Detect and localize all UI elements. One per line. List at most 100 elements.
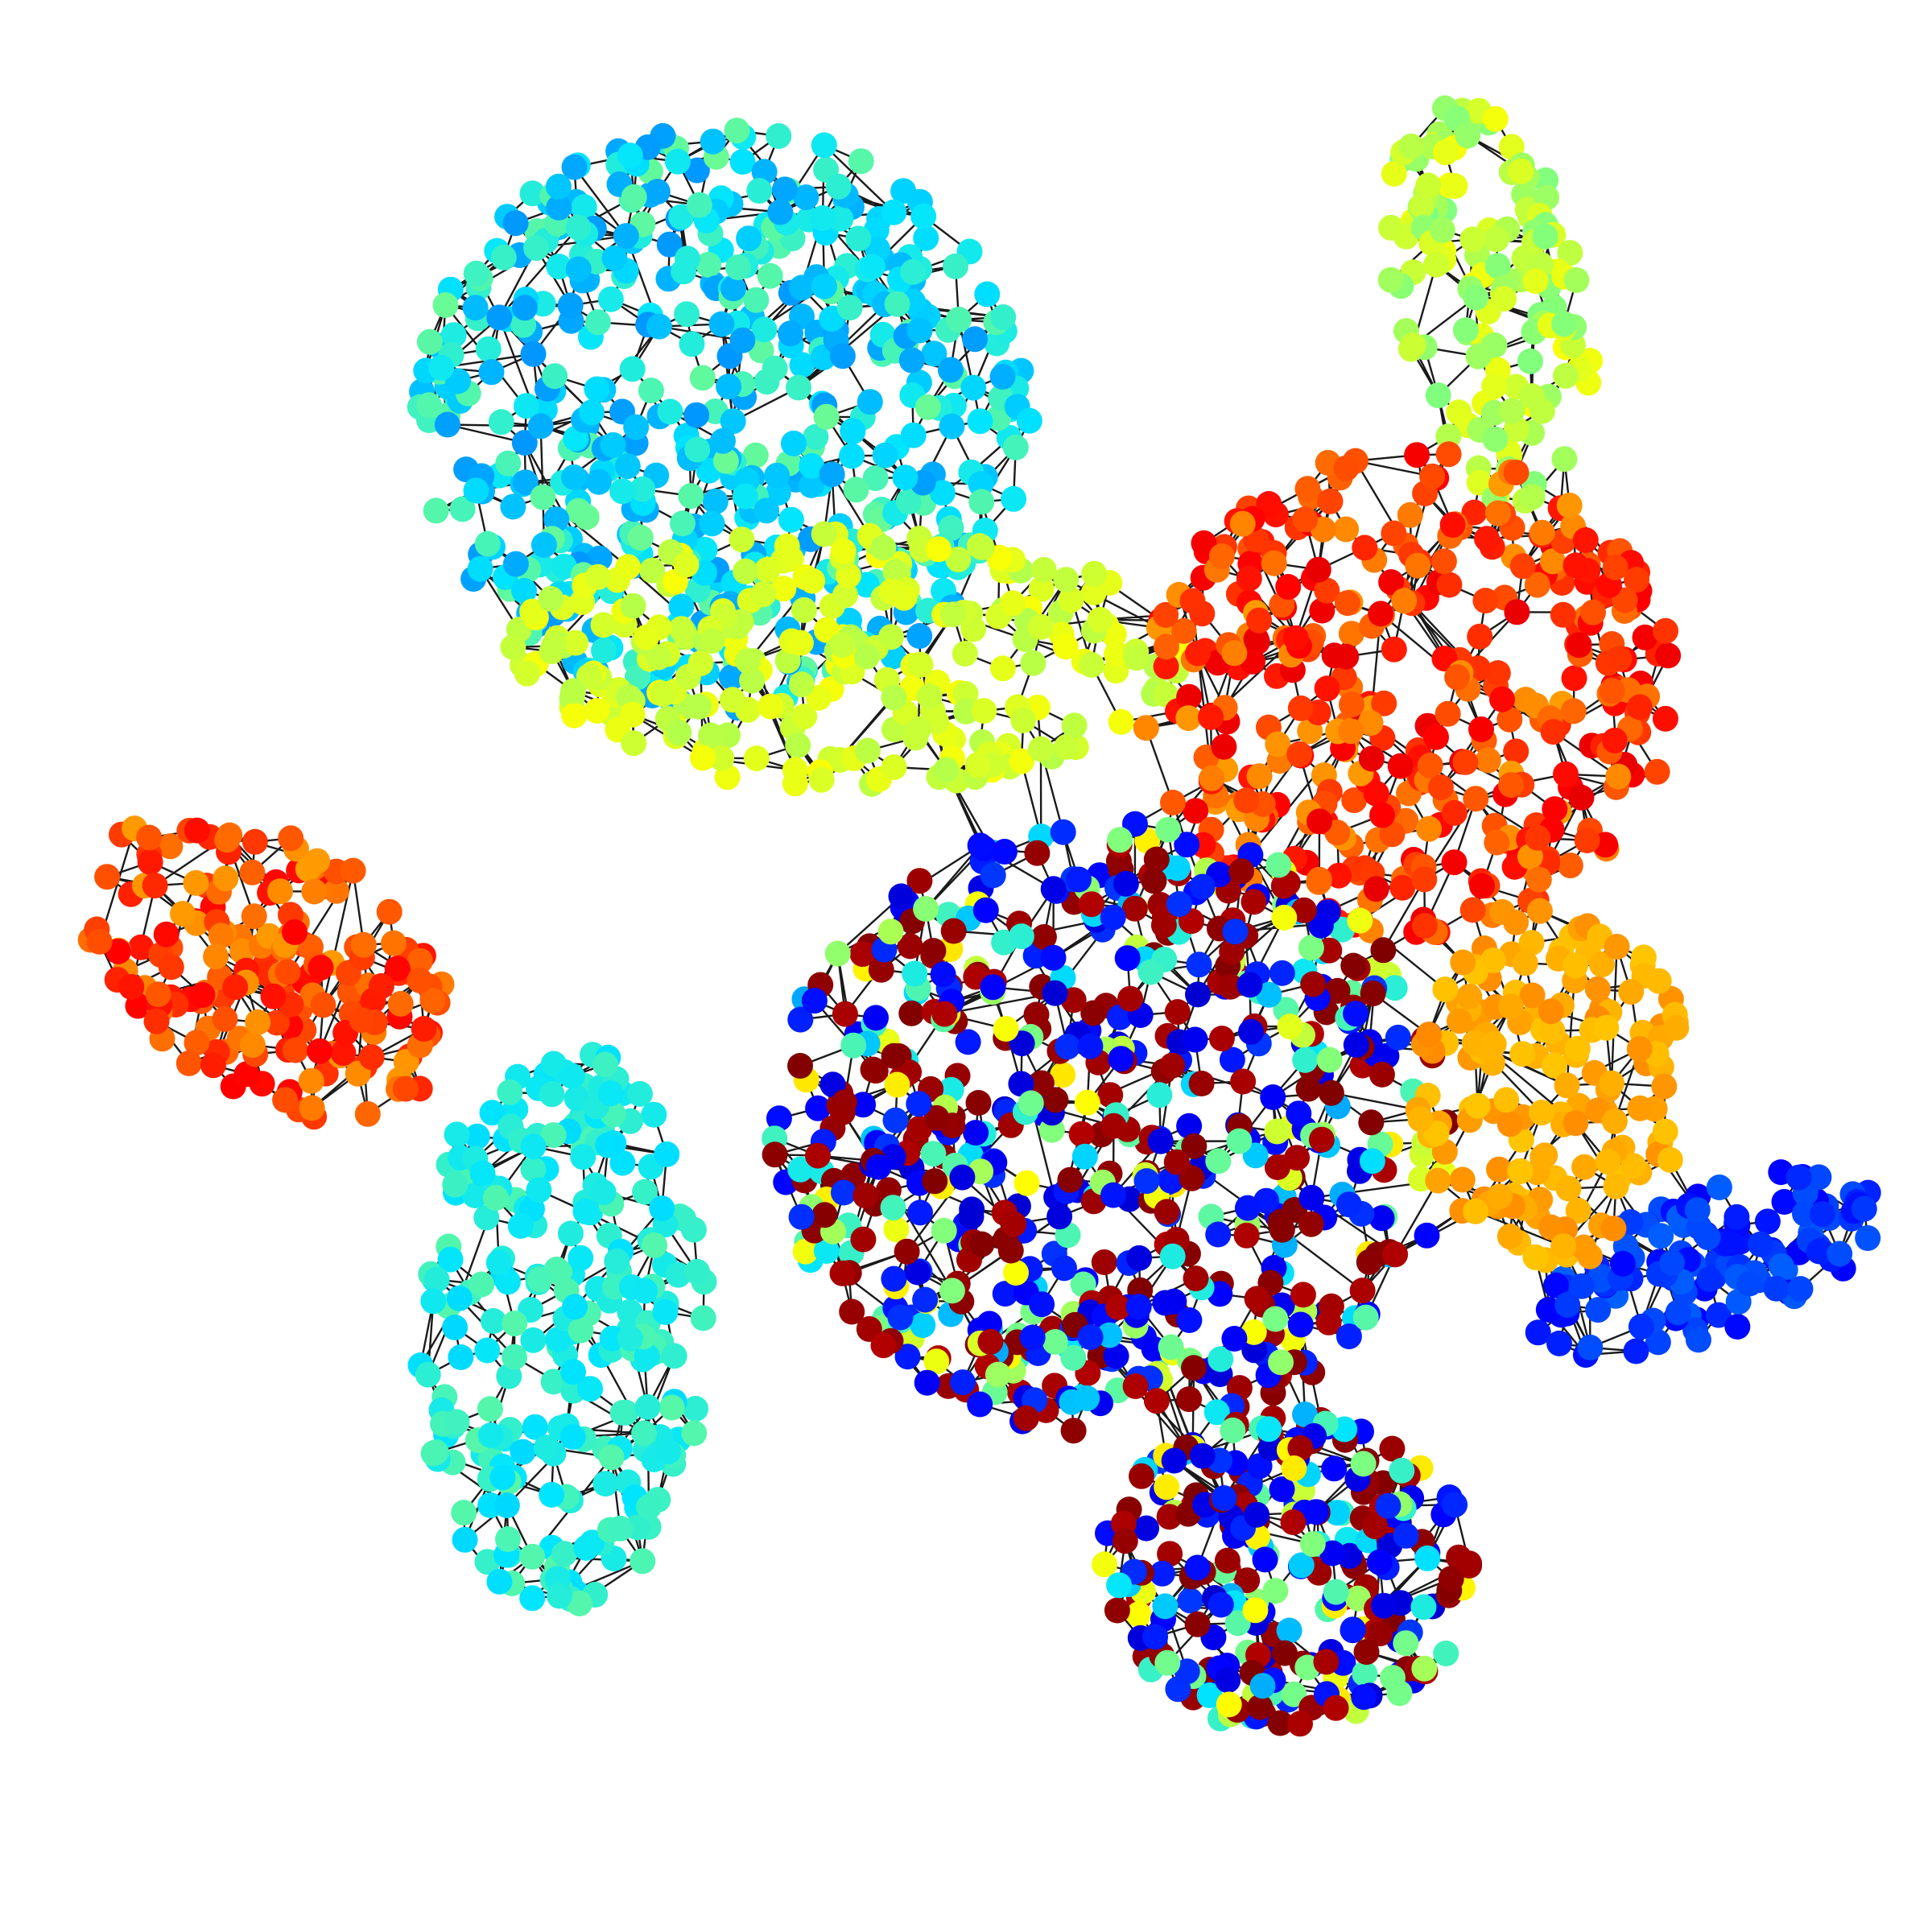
graph-node	[1123, 645, 1150, 671]
graph-node	[1787, 1276, 1814, 1302]
graph-node	[448, 1344, 474, 1370]
graph-node	[881, 199, 907, 225]
graph-node	[632, 1278, 658, 1304]
graph-node	[282, 919, 308, 945]
graph-node	[732, 483, 758, 510]
graph-node	[980, 862, 1006, 889]
graph-node	[1563, 952, 1588, 979]
graph-node	[489, 1464, 516, 1491]
graph-node	[1381, 520, 1407, 547]
graph-node	[1855, 1225, 1881, 1251]
graph-node	[666, 719, 692, 745]
graph-node	[1632, 624, 1658, 650]
graph-node	[423, 1266, 450, 1293]
graph-node	[1379, 821, 1406, 848]
graph-node	[1503, 738, 1530, 765]
graph-node	[1356, 1249, 1382, 1275]
graph-node	[684, 1258, 710, 1285]
graph-node	[788, 671, 815, 698]
graph-node	[1736, 1270, 1763, 1297]
graph-node	[789, 275, 815, 301]
graph-node	[1706, 1174, 1732, 1200]
graph-node	[642, 1232, 667, 1258]
graph-node	[1298, 1211, 1324, 1237]
graph-node	[1113, 870, 1139, 897]
graph-node	[808, 766, 835, 793]
graph-node	[1554, 1072, 1580, 1099]
graph-node	[1532, 223, 1558, 250]
graph-node	[1563, 1110, 1589, 1137]
graph-node	[1071, 1143, 1098, 1170]
graph-node	[511, 430, 538, 456]
graph-node	[1555, 1175, 1582, 1202]
graph-node	[520, 341, 547, 367]
graph-node	[118, 974, 145, 1000]
graph-node	[1652, 705, 1678, 732]
graph-node	[678, 483, 704, 510]
graph-node	[1282, 625, 1309, 651]
graph-node	[1143, 846, 1170, 873]
graph-node	[571, 194, 597, 221]
graph-node	[1405, 552, 1431, 579]
graph-node	[829, 632, 856, 658]
graph-node	[217, 822, 243, 848]
graph-node	[1525, 1319, 1551, 1346]
graph-node	[1455, 122, 1481, 149]
graph-node	[1432, 976, 1459, 1003]
graph-node	[689, 365, 716, 391]
graph-node	[519, 1585, 546, 1612]
graph-node	[245, 1009, 271, 1035]
graph-node	[543, 506, 570, 533]
graph-node	[1068, 1121, 1095, 1147]
graph-node	[1241, 1319, 1267, 1345]
graph-node	[1030, 556, 1057, 583]
graph-node	[1484, 660, 1511, 687]
graph-node	[933, 757, 960, 783]
graph-node	[561, 702, 588, 729]
graph-node	[829, 1260, 856, 1286]
graph-node	[1618, 979, 1645, 1005]
graph-node	[1133, 1515, 1159, 1542]
graph-node	[440, 322, 467, 349]
graph-node	[1228, 858, 1255, 885]
graph-node	[689, 745, 716, 771]
graph-node	[829, 343, 856, 369]
graph-node	[1554, 1292, 1581, 1318]
graph-node	[565, 214, 592, 241]
graph-node	[631, 1420, 658, 1447]
graph-node	[679, 331, 705, 357]
graph-node	[1696, 1266, 1723, 1292]
graph-node	[720, 275, 746, 302]
graph-node	[1571, 1154, 1598, 1180]
graph-node	[878, 624, 904, 650]
graph-node	[668, 616, 695, 642]
graph-node	[1249, 1673, 1276, 1699]
graph-node	[1122, 1373, 1149, 1399]
graph-node	[1340, 952, 1367, 979]
graph-node	[184, 817, 210, 844]
graph-node	[1008, 923, 1034, 950]
graph-node	[1368, 1061, 1395, 1088]
graph-node	[1284, 1145, 1311, 1171]
graph-node	[592, 1471, 619, 1497]
graph-node	[1298, 1184, 1325, 1211]
graph-node	[670, 510, 696, 537]
graph-node	[881, 1042, 907, 1069]
graph-node	[1179, 588, 1206, 614]
graph-node	[1208, 1346, 1234, 1373]
graph-node	[1013, 1170, 1040, 1196]
graph-node	[1411, 866, 1438, 893]
graph-node	[930, 961, 956, 988]
graph-node	[1659, 1249, 1686, 1276]
graph-node	[463, 260, 489, 287]
graph-node	[407, 947, 433, 974]
graph-node	[464, 1123, 490, 1150]
graph-node	[1161, 1447, 1187, 1474]
graph-node	[1560, 698, 1587, 724]
graph-node	[778, 320, 803, 347]
graph-node	[497, 1079, 523, 1105]
graph-node	[1058, 587, 1084, 613]
graph-node	[793, 184, 819, 211]
graph-node	[145, 981, 171, 1008]
